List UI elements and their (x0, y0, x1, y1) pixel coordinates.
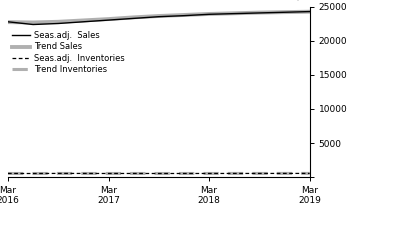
Seas.adj.  Sales (31, 23, 35, 26)
Legend: Seas.adj.  Sales, Trend Sales, Seas.adj.  Inventories, Trend Inventories: Seas.adj. Sales, Trend Sales, Seas.adj. … (12, 31, 125, 74)
Trend Sales (56, 20, 61, 23)
Seas.adj.  Inventories (156, 172, 161, 175)
Trend Sales (307, 10, 312, 13)
Trend Inventories (56, 172, 61, 175)
Seas.adj.  Sales (56, 22, 61, 25)
Seas.adj.  Inventories (207, 172, 212, 175)
Seas.adj.  Inventories (282, 172, 287, 175)
Seas.adj.  Inventories (181, 172, 186, 175)
Trend Sales (31, 21, 35, 24)
Trend Sales (232, 12, 237, 15)
Trend Sales (6, 21, 10, 23)
Seas.adj.  Sales (207, 13, 212, 16)
Trend Sales (257, 11, 262, 14)
Trend Inventories (207, 172, 212, 175)
Seas.adj.  Sales (131, 17, 136, 20)
Seas.adj.  Sales (156, 15, 161, 18)
Trend Inventories (106, 172, 111, 175)
Seas.adj.  Sales (307, 10, 312, 13)
Seas.adj.  Inventories (257, 172, 262, 175)
Trend Inventories (31, 172, 35, 175)
Seas.adj.  Sales (6, 20, 10, 23)
Seas.adj.  Sales (81, 20, 86, 23)
Trend Inventories (257, 172, 262, 175)
Seas.adj.  Inventories (6, 172, 10, 175)
Seas.adj.  Inventories (232, 172, 237, 175)
Seas.adj.  Sales (232, 12, 237, 15)
Trend Inventories (181, 172, 186, 175)
Trend Sales (181, 14, 186, 16)
Seas.adj.  Inventories (56, 172, 61, 175)
Seas.adj.  Sales (106, 19, 111, 21)
Trend Sales (131, 16, 136, 19)
Seas.adj.  Inventories (31, 172, 35, 175)
Trend Sales (106, 18, 111, 20)
Seas.adj.  Inventories (307, 172, 312, 175)
Trend Inventories (156, 172, 161, 175)
Trend Sales (156, 15, 161, 17)
Line: Seas.adj.  Sales: Seas.adj. Sales (8, 12, 310, 25)
Trend Sales (207, 12, 212, 15)
Seas.adj.  Inventories (81, 172, 86, 175)
Trend Sales (282, 11, 287, 13)
Seas.adj.  Inventories (106, 172, 111, 175)
Line: Trend Sales: Trend Sales (8, 12, 310, 22)
Seas.adj.  Sales (181, 14, 186, 17)
Trend Inventories (131, 172, 136, 175)
Trend Inventories (6, 172, 10, 175)
Trend Inventories (232, 172, 237, 175)
Seas.adj.  Sales (257, 12, 262, 14)
Trend Inventories (81, 172, 86, 175)
Trend Inventories (307, 172, 312, 175)
Trend Inventories (282, 172, 287, 175)
Seas.adj.  Sales (282, 11, 287, 14)
Trend Sales (81, 19, 86, 22)
Seas.adj.  Inventories (131, 172, 136, 175)
